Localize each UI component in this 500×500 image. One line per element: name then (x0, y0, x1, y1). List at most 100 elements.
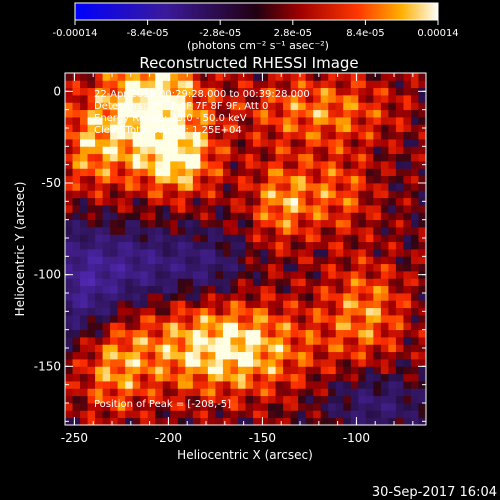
heatmap-cell (207, 73, 216, 81)
heatmap-cell (275, 161, 284, 169)
heatmap-cell (237, 322, 246, 331)
heatmap-cell (102, 109, 111, 118)
heatmap-cell (147, 95, 156, 103)
heatmap-cell (380, 87, 389, 96)
heatmap-cell (95, 410, 104, 419)
heatmap-cell (132, 241, 141, 250)
heatmap-cell (117, 381, 126, 389)
heatmap-cell (275, 263, 284, 272)
heatmap-cell (365, 249, 374, 257)
heatmap-cell (373, 153, 382, 162)
heatmap-cell (328, 197, 337, 206)
heatmap-cell (328, 139, 337, 147)
heatmap-cell (162, 183, 171, 191)
heatmap-cell (102, 293, 111, 301)
heatmap-cell (260, 293, 269, 301)
heatmap-cell (117, 161, 126, 169)
heatmap-cell (192, 366, 201, 375)
heatmap-cell (290, 190, 299, 199)
heatmap-cell (185, 175, 194, 184)
heatmap-cell (170, 87, 179, 96)
heatmap-cell (320, 117, 329, 125)
heatmap-cell (140, 359, 149, 367)
heatmap-cell (110, 102, 119, 111)
heatmap-cell (283, 124, 292, 133)
heatmap-cell (132, 278, 141, 287)
heatmap-cell (192, 109, 201, 118)
heatmap-cell (87, 131, 96, 140)
heatmap-cell (358, 315, 367, 323)
heatmap-cell (403, 241, 412, 250)
heatmap-cell (328, 344, 337, 353)
heatmap-cell (230, 263, 239, 272)
heatmap-cell (358, 73, 367, 81)
heatmap-cell (380, 80, 389, 89)
heatmap-cell (305, 73, 314, 81)
heatmap-cell (140, 395, 149, 404)
heatmap-cell (72, 322, 81, 331)
heatmap-cell (320, 395, 329, 404)
heatmap-cell (268, 153, 276, 162)
heatmap-cell (155, 95, 164, 103)
heatmap-cell (328, 381, 337, 389)
heatmap-cell (110, 300, 119, 309)
heatmap-cell (237, 117, 246, 125)
heatmap-cell (335, 102, 344, 111)
heatmap-cell (215, 212, 224, 221)
heatmap-cell (215, 109, 224, 118)
heatmap-cell (80, 315, 88, 323)
heatmap-cell (275, 219, 284, 228)
heatmap-cell (365, 219, 374, 228)
heatmap-cell (365, 124, 374, 133)
heatmap-cell (237, 146, 246, 155)
heatmap-cell (192, 234, 201, 243)
heatmap-cell (335, 263, 344, 272)
heatmap-cell (185, 278, 194, 287)
heatmap-cell (403, 197, 412, 206)
heatmap-cell (95, 388, 104, 397)
heatmap-cell (80, 285, 88, 294)
heatmap-cell (305, 117, 314, 125)
heatmap-cell (192, 153, 201, 162)
heatmap-cell (343, 219, 352, 228)
heatmap-cell (140, 315, 149, 323)
heatmap-cell (140, 285, 149, 294)
heatmap-cell (170, 161, 179, 169)
heatmap-cell (155, 131, 164, 140)
heatmap-cell (298, 285, 307, 294)
heatmap-cell (260, 395, 269, 404)
heatmap-cell (155, 234, 164, 243)
heatmap-cell (95, 322, 104, 331)
heatmap-cell (365, 285, 374, 294)
heatmap-cell (373, 227, 382, 235)
heatmap-cell (260, 278, 269, 287)
heatmap-cell (283, 337, 292, 345)
heatmap-cell (110, 205, 119, 213)
heatmap-cell (410, 146, 419, 155)
heatmap-cell (170, 373, 179, 382)
heatmap-cell (80, 307, 88, 316)
heatmap-cell (170, 109, 179, 118)
heatmap-cell (343, 146, 352, 155)
heatmap-cell (395, 197, 404, 206)
heatmap-cell (290, 109, 299, 118)
heatmap-cell (87, 381, 96, 389)
heatmap-cell (410, 403, 419, 411)
heatmap-cell (290, 146, 299, 155)
heatmap-cell (170, 403, 179, 411)
heatmap-cell (268, 285, 276, 294)
heatmap-cell (343, 124, 352, 133)
heatmap-cell (253, 73, 261, 81)
heatmap-cell (185, 139, 194, 147)
heatmap-cell (328, 205, 337, 213)
heatmap-cell (117, 153, 126, 162)
heatmap-cell (275, 124, 284, 133)
heatmap-cell (147, 388, 156, 397)
heatmap-cell (403, 359, 412, 367)
heatmap-cell (117, 366, 126, 375)
heatmap-cell (95, 124, 104, 133)
heatmap-cell (207, 117, 216, 125)
heatmap-cell (222, 249, 231, 257)
heatmap-cell (350, 80, 359, 89)
heatmap-cell (200, 256, 209, 265)
